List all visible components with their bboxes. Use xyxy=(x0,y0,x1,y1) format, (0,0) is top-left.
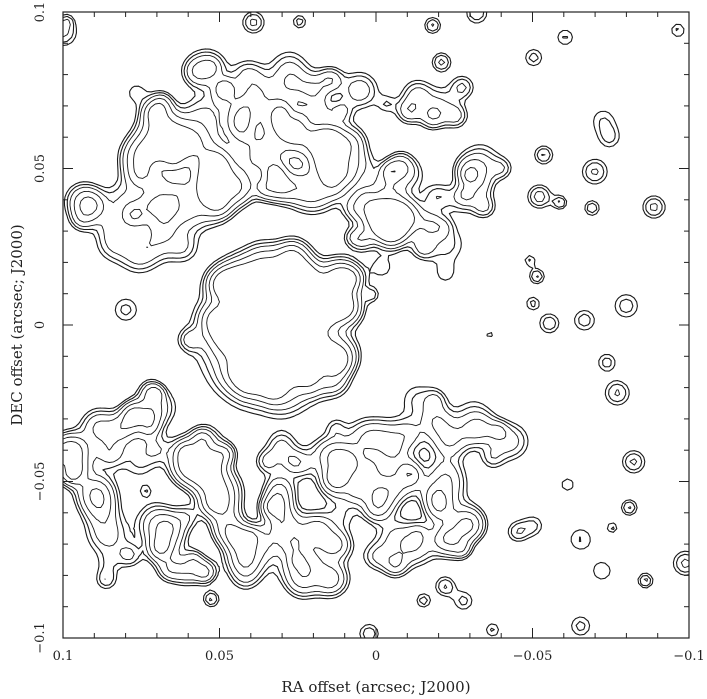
y-axis-label: DEC offset (arcsec; J2000) xyxy=(8,224,26,425)
y-tick-label: 0.1 xyxy=(33,2,48,23)
x-tick-label: 0.1 xyxy=(53,649,74,664)
contour-level-4 xyxy=(62,59,507,589)
contour-lines xyxy=(62,11,690,639)
x-tick-labels: 0.1 0.05 0 −0.05 −0.1 xyxy=(53,649,705,664)
y-tick-label: 0 xyxy=(33,321,48,329)
y-tick-label: −0.1 xyxy=(33,622,48,654)
y-tick-label: 0.05 xyxy=(33,154,48,183)
x-tick-label: 0 xyxy=(372,649,380,664)
contour-level-1 xyxy=(62,11,690,639)
contour-level-3 xyxy=(62,18,690,602)
x-axis-label: RA offset (arcsec; J2000) xyxy=(281,678,470,696)
contour-level-2 xyxy=(62,11,690,639)
y-tick-label: −0.05 xyxy=(33,462,48,502)
x-tick-label: 0.05 xyxy=(205,649,234,664)
contour-level-5 xyxy=(62,102,479,578)
y-tick-labels: −0.1 −0.05 0 0.05 0.1 xyxy=(33,2,48,654)
x-tick-label: −0.1 xyxy=(673,649,705,664)
x-tick-label: −0.05 xyxy=(513,649,553,664)
axis-ticks xyxy=(62,11,690,639)
